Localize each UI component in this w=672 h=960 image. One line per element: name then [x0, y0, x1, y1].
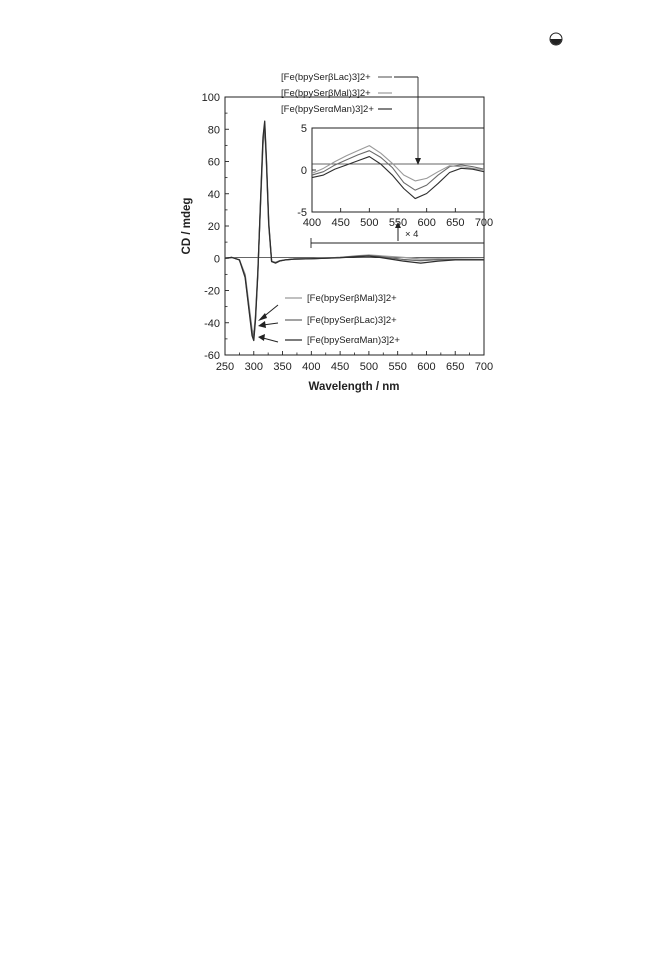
inset-x-tick-label: 650 [446, 217, 464, 229]
legend-arrow-3 [262, 337, 279, 343]
main-y-tick-label: 40 [208, 189, 220, 201]
main-y-ticks: -60 -40 -20 0 20 40 60 80 100 [202, 92, 229, 362]
inset-x-tick-label: 450 [331, 217, 349, 229]
inset-y-ticks: -5 0 5 [297, 123, 316, 219]
main-y-tick-label: -40 [204, 318, 220, 330]
inset-legend-label: [Fe(bpySerβLac)3]2+ [281, 72, 371, 83]
main-plot: 250 300 350 400 450 500 550 600 650 700 -60-40-20… [181, 92, 493, 393]
legend-arrow-1-head-icon [258, 313, 267, 321]
main-y-tick-label: -60 [204, 350, 220, 362]
inset-plot: 400 450 500 550 600 650 700 -5 0 5 [297, 123, 493, 229]
main-y-tick-label: -20 [204, 286, 220, 298]
inset-x-ticks: 400 450 500 550 600 650 700 [303, 208, 493, 229]
inset-x-tick-label: 500 [360, 217, 378, 229]
inset-legend: [Fe(bpySerβLac)3]2+ [Fe(bpySerβMal)3]2+ [F… [281, 72, 392, 115]
main-series [224, 120, 485, 342]
main-y-tick-label: 60 [208, 157, 220, 169]
inset-y-tick-label: 0 [301, 165, 307, 177]
inset-series [311, 145, 485, 200]
y-axis-title: CD / mdeg [181, 198, 193, 255]
main-x-tick-label: 550 [388, 361, 406, 373]
inset-y-tick-label: 5 [301, 123, 307, 135]
main-x-tick-label: 300 [245, 361, 263, 373]
main-legend-label: [Fe(bpySerβMal)3]2+ [307, 293, 397, 304]
main-x-tick-label: 500 [360, 361, 378, 373]
main-legend-label: [Fe(bpySerβLac)3]2+ [307, 315, 397, 326]
main-x-tick-label: 700 [475, 361, 493, 373]
main-legend-label: [Fe(bpySerαMan)3]2+ [307, 335, 400, 346]
inset-x-tick-label: 700 [475, 217, 493, 229]
scale-arrow-head-icon [395, 222, 401, 228]
inset-x-tick-label: 550 [389, 217, 407, 229]
main-y-tick-label: 100 [202, 92, 220, 104]
legend-arrow-3-head-icon [258, 334, 265, 341]
main-y-tick-label: 80 [208, 124, 220, 136]
main-y-tick-label: 20 [208, 221, 220, 233]
inset-plot-frame [311, 127, 485, 213]
main-x-tick-label: 400 [302, 361, 320, 373]
inset-y-tick-label: -5 [297, 207, 307, 219]
inset-series-line [311, 145, 485, 182]
legend-pointer-head-icon [415, 158, 421, 165]
inset-x-tick-label: 600 [417, 217, 435, 229]
x-axis-title: Wavelength / nm [309, 381, 400, 393]
legend-arrow-2-head-icon [258, 321, 266, 328]
scale-factor-label: × 4 [405, 229, 418, 240]
main-x-tick-label: 250 [216, 361, 234, 373]
main-y-tick-label: 0 [214, 253, 220, 265]
main-legend: [Fe(bpySerβMal)3]2+ [Fe(bpySerβLac)3]2+ [F… [285, 293, 400, 346]
inset-series-line [311, 156, 485, 200]
main-x-ticks: 250 300 350 400 450 500 550 600 650 700 [216, 351, 493, 373]
main-x-tick-label: 350 [273, 361, 291, 373]
main-x-tick-label: 450 [331, 361, 349, 373]
inset-legend-label: [Fe(bpySerβMal)3]2+ [281, 88, 371, 99]
page-mark-icon [549, 32, 563, 46]
inset-x-tick-label: 400 [303, 217, 321, 229]
main-x-tick-label: 600 [417, 361, 435, 373]
inset-legend-label: [Fe(bpySerαMan)3]2+ [281, 104, 374, 115]
main-series-line [224, 120, 484, 342]
main-x-tick-label: 650 [446, 361, 464, 373]
